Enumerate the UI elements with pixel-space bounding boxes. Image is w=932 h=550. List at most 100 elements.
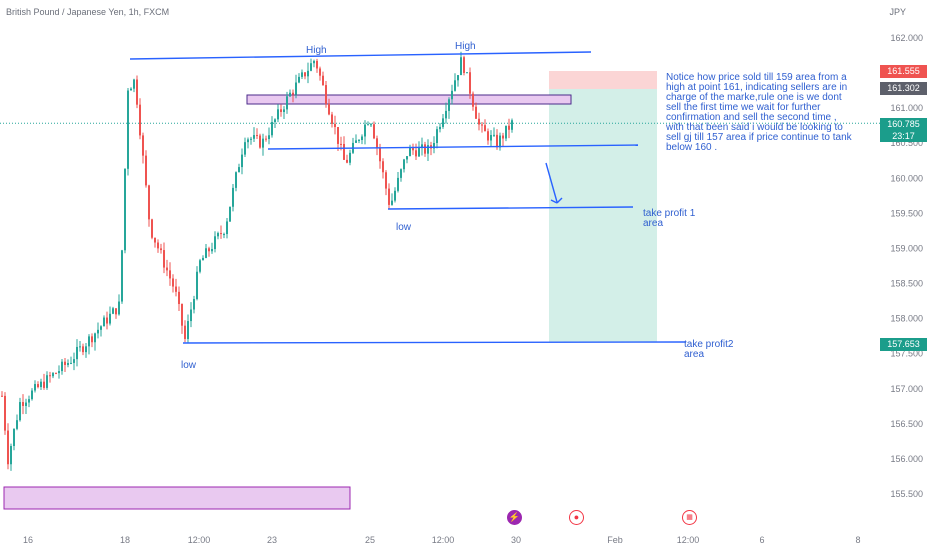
candle-body	[283, 109, 285, 112]
candle-body	[349, 152, 351, 163]
candle-body	[133, 79, 135, 89]
candle-body	[22, 402, 24, 406]
target-price-tag: 157.653	[880, 338, 927, 351]
x-tick-label: 16	[23, 535, 33, 545]
candle-body	[214, 236, 216, 250]
candle-body	[238, 167, 240, 173]
x-tick-label: 30	[511, 535, 521, 545]
candle-body	[187, 321, 189, 339]
candle-body	[49, 375, 51, 377]
candle-body	[508, 125, 510, 130]
y-tick-label: 158.000	[890, 314, 923, 324]
candle-body	[475, 106, 477, 119]
candle-body	[151, 219, 153, 238]
y-tick-label: 155.500	[890, 489, 923, 499]
candle-body	[397, 177, 399, 191]
candle-body	[193, 299, 195, 310]
candle-body	[256, 135, 258, 137]
candle-body	[394, 190, 396, 201]
candle-body	[67, 363, 69, 365]
candle-body	[391, 200, 393, 205]
candle-body	[52, 373, 54, 377]
candle-body	[427, 145, 429, 154]
x-tick-label: 25	[365, 535, 375, 545]
candle-body	[322, 75, 324, 86]
entry-price-tag: 161.302	[880, 82, 927, 95]
candle-body	[136, 79, 138, 105]
flag-event-icon[interactable]: ▦	[682, 510, 697, 525]
candle-body	[169, 270, 171, 279]
candle-body	[148, 185, 150, 220]
y-tick-label: 156.500	[890, 419, 923, 429]
candle-body	[121, 250, 123, 302]
candle-body	[307, 70, 309, 77]
candle-body	[337, 127, 339, 144]
candle-body	[304, 72, 306, 77]
candle-body	[472, 93, 474, 107]
candle-body	[445, 110, 447, 119]
candle-body	[37, 384, 39, 388]
candle-body	[181, 304, 183, 326]
candle-body	[175, 286, 177, 292]
candle-body	[481, 124, 483, 126]
candle-body	[442, 118, 444, 127]
y-tick-label: 159.000	[890, 243, 923, 253]
take-profit-1-line	[387, 206, 634, 210]
candle-body	[202, 257, 204, 261]
candle-body	[97, 329, 99, 334]
candle-body	[496, 134, 498, 148]
low-label-1: low	[396, 222, 412, 233]
candle-body	[34, 384, 36, 391]
lightning-event-icon[interactable]: ⚡	[507, 510, 522, 525]
candle-body	[106, 317, 108, 324]
candle-body	[343, 143, 345, 160]
y-tick-label: 160.000	[890, 173, 923, 183]
candle-body	[241, 154, 243, 168]
candle-body	[409, 147, 411, 157]
candle-body	[433, 143, 435, 149]
candle-body	[157, 242, 159, 249]
y-tick-label: 156.000	[890, 454, 923, 464]
candle-body	[364, 124, 366, 137]
candle-body	[313, 60, 315, 64]
candle-body	[88, 336, 90, 347]
candle-body	[58, 371, 60, 374]
candle-body	[1, 395, 3, 397]
low-label-2: low	[181, 360, 197, 371]
candle-body	[478, 118, 480, 125]
high-label-1: High	[306, 45, 327, 56]
candle-body	[346, 159, 348, 163]
candle-body	[382, 161, 384, 173]
candle-body	[457, 75, 459, 81]
record-event-icon[interactable]: ●	[569, 510, 584, 525]
x-tick-label: 8	[855, 535, 860, 545]
candle-body	[451, 90, 453, 100]
candle-body	[310, 63, 312, 71]
candle-body	[10, 446, 12, 465]
candle-body	[292, 92, 294, 95]
y-tick-label: 159.500	[890, 208, 923, 218]
candle-body	[289, 92, 291, 97]
candle-body	[7, 430, 9, 465]
candle-body	[115, 308, 117, 315]
profit-target-zone	[549, 89, 657, 342]
candle-body	[229, 206, 231, 222]
y-tick-label: 157.500	[890, 349, 923, 359]
candle-body	[109, 313, 111, 324]
candle-countdown: 23:17	[880, 131, 927, 142]
candle-body	[73, 359, 75, 363]
x-tick-label: 12:00	[188, 535, 211, 545]
stop-loss-zone	[549, 71, 657, 89]
candle-body	[19, 402, 21, 421]
candle-body	[406, 156, 408, 160]
candle-body	[217, 233, 219, 237]
candle-body	[4, 395, 6, 431]
candle-body	[154, 237, 156, 243]
candle-body	[421, 144, 423, 148]
down-arrow-shaft	[545, 162, 558, 203]
candle-body	[301, 72, 303, 77]
candle-body	[127, 90, 129, 169]
candle-body	[235, 172, 237, 188]
candle-body	[334, 123, 336, 128]
